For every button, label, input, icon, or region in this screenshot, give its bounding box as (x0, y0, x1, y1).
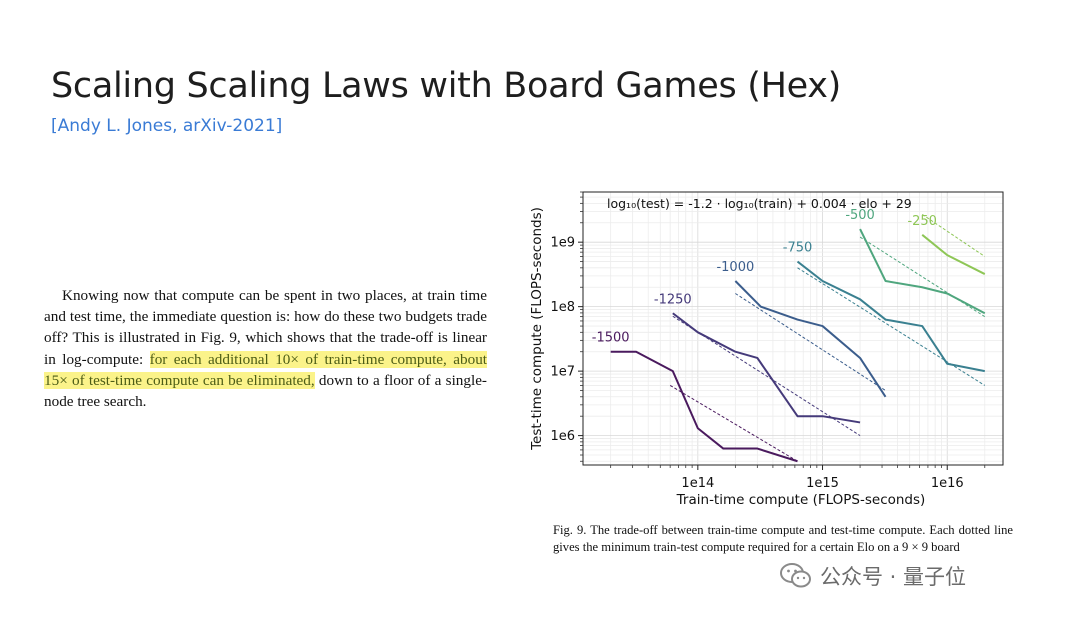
series-line--750 (796, 260, 985, 373)
fit-lines (669, 213, 986, 462)
fit-line--750 (797, 267, 986, 386)
series-label--1000: -1000 (716, 260, 754, 275)
fit-line--250 (921, 213, 986, 257)
ticks: 1e14 1e15 1e16 1e6 1e7 1e8 1e9 (550, 191, 986, 491)
grid (583, 191, 1003, 465)
series-line--500 (859, 228, 986, 315)
slide-title: Scaling Scaling Laws with Board Games (H… (51, 66, 841, 106)
figure-caption: Fig. 9. The trade-off between train-time… (553, 523, 1013, 554)
series-label--750: -750 (783, 241, 813, 256)
y-tick-label: 1e7 (550, 365, 575, 380)
watermark: 公众号 · 量子位 (780, 561, 966, 591)
x-tick-label: 1e16 (931, 476, 964, 491)
equation-annotation: log₁₀(test) = -1.2 · log₁₀(train) + 0.00… (607, 196, 912, 211)
body-paragraph: Knowing now that compute can be spent in… (44, 285, 488, 412)
series-labels: -1500 -1250 -1000 -750 -500 -250 (592, 208, 937, 346)
scaling-chart: -1500 -1250 -1000 -750 -500 -250 1e14 1e15 1e16… (529, 191, 1004, 508)
wechat-icon (780, 563, 811, 588)
paragraph-text: Knowing now that compute can be spent in… (44, 287, 487, 368)
citation: [Andy L. Jones, arXiv-2021] (51, 116, 283, 136)
series-label--250: -250 (907, 214, 937, 229)
series-line--1500 (610, 350, 798, 463)
figure-9: -1500 -1250 -1000 -750 -500 -250 1e14 1e15 1e16… (525, 180, 1035, 510)
paragraph-text-end: down to a floor of a single-node tree se… (44, 371, 487, 411)
series-line--250 (921, 234, 986, 275)
series-line--1000 (734, 280, 887, 398)
x-tick-label: 1e14 (681, 476, 714, 491)
series-label--1250: -1250 (654, 292, 692, 307)
fit-line--500 (859, 236, 986, 318)
y-tick-label: 1e9 (550, 236, 575, 251)
x-tick-label: 1e15 (806, 476, 839, 491)
y-axis-label: Test-time compute (FLOPS-seconds) (529, 207, 545, 451)
series-label--500: -500 (845, 208, 875, 223)
x-axis-label: Train-time compute (FLOPS-seconds) (676, 492, 926, 508)
watermark-text: 公众号 · 量子位 (820, 565, 967, 589)
y-tick-label: 1e6 (550, 429, 575, 444)
series-label--1500: -1500 (592, 331, 630, 346)
series-line--1250 (672, 312, 861, 424)
series-lines (610, 228, 986, 463)
plot-frame (582, 191, 1004, 466)
y-tick-label: 1e8 (550, 300, 575, 315)
